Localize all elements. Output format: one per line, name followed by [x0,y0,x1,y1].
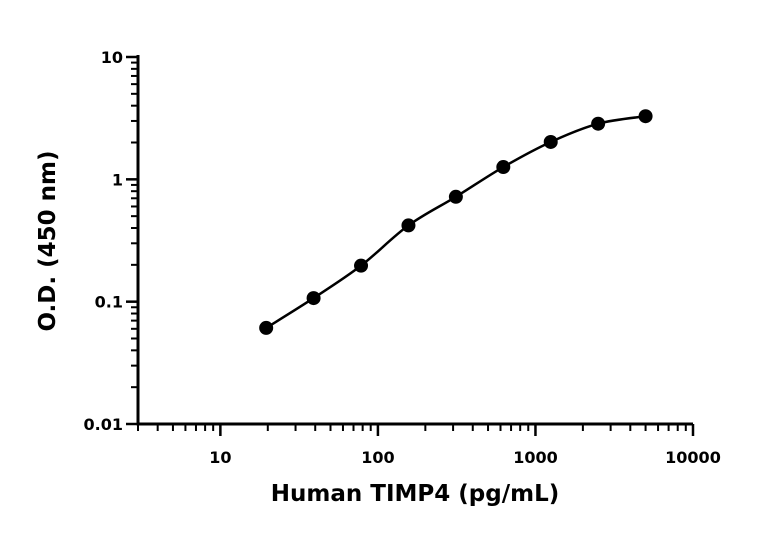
y-tick-label: 10 [101,48,123,67]
x-axis-title: Human TIMP4 (pg/mL) [271,481,559,507]
y-tick-label: 1 [112,170,123,189]
x-tick-label: 1000 [513,448,558,467]
data-point [401,218,416,233]
y-axis-title: O.D. (450 nm) [35,150,61,331]
y-tick-label: 0.1 [95,293,123,312]
data-point [638,109,653,124]
data-point [354,258,369,273]
data-point [496,160,511,175]
x-tick-label: 10000 [665,448,721,467]
data-point [448,189,463,204]
data-points [259,109,653,335]
data-point [591,116,606,131]
data-point [259,320,274,335]
data-point [306,291,321,306]
fit-curve [265,114,646,329]
y-tick-label: 0.01 [84,415,123,434]
x-tick-labels: 10 100 1000 10000 [209,448,721,467]
y-axis-ticks [126,55,138,426]
data-point [543,134,558,149]
y-tick-labels: 0.01 0.1 1 10 [84,48,123,434]
x-tick-label: 100 [361,448,394,467]
x-axis-ticks [137,424,695,436]
x-tick-label: 10 [209,448,231,467]
